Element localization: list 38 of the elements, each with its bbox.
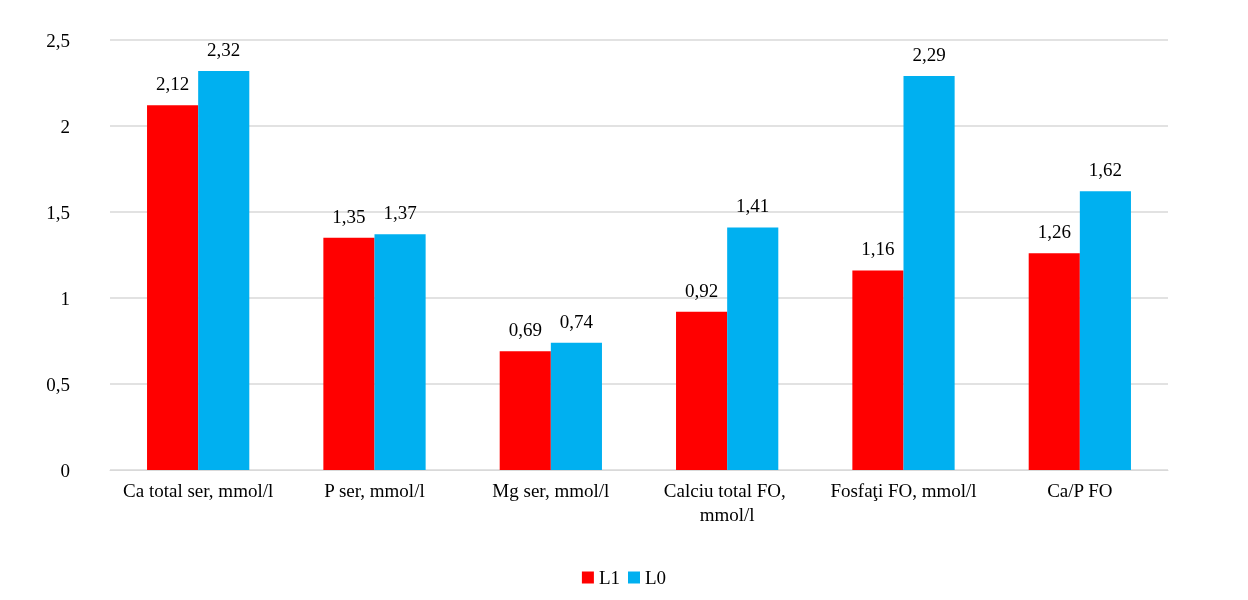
data-label: 1,37 (383, 202, 417, 224)
data-label: 2,29 (912, 44, 946, 66)
bar (852, 270, 904, 470)
data-label: 2,32 (207, 38, 241, 60)
data-label: 1,41 (736, 195, 770, 217)
x-tick-label: Calciu total FO, mmol/l (663, 479, 791, 525)
x-tick-label: Ca/P FO (1047, 479, 1113, 501)
bar (1028, 253, 1080, 470)
data-label: 2,12 (155, 73, 190, 95)
data-label: 1,35 (332, 205, 366, 227)
y-tick-label: 2,5 (46, 29, 70, 51)
bar (323, 237, 375, 470)
bar (903, 76, 955, 470)
x-tick-label: P ser, mmol/l (324, 479, 425, 501)
x-tick-label: Fosfaţi FO, mmol/l (830, 479, 977, 501)
bar (550, 342, 602, 470)
data-label: 0,69 (508, 319, 542, 341)
x-tick-label: Mg ser, mmol/l (492, 479, 610, 501)
bar (374, 234, 426, 470)
bar (676, 311, 728, 470)
x-tick-label: Ca total ser, mmol/l (123, 479, 274, 501)
y-tick-label: 1 (60, 287, 70, 309)
y-tick-label: 1,5 (46, 201, 70, 223)
data-label: 0,74 (559, 310, 594, 332)
data-label: 1,26 (1037, 221, 1071, 243)
y-tick-label: 0 (60, 459, 70, 481)
data-label: 0,92 (684, 279, 719, 301)
data-label: 1,16 (861, 238, 895, 260)
bar (1079, 191, 1131, 470)
data-label: 1,62 (1088, 159, 1123, 181)
y-tick-label: 2 (60, 115, 70, 137)
bar (499, 351, 551, 470)
bar (147, 105, 199, 470)
bar (198, 70, 250, 470)
legend-label: L0 (645, 567, 667, 588)
y-tick-label: 0,5 (46, 373, 70, 395)
legend-label: L1 (598, 567, 620, 588)
bar (727, 227, 779, 470)
